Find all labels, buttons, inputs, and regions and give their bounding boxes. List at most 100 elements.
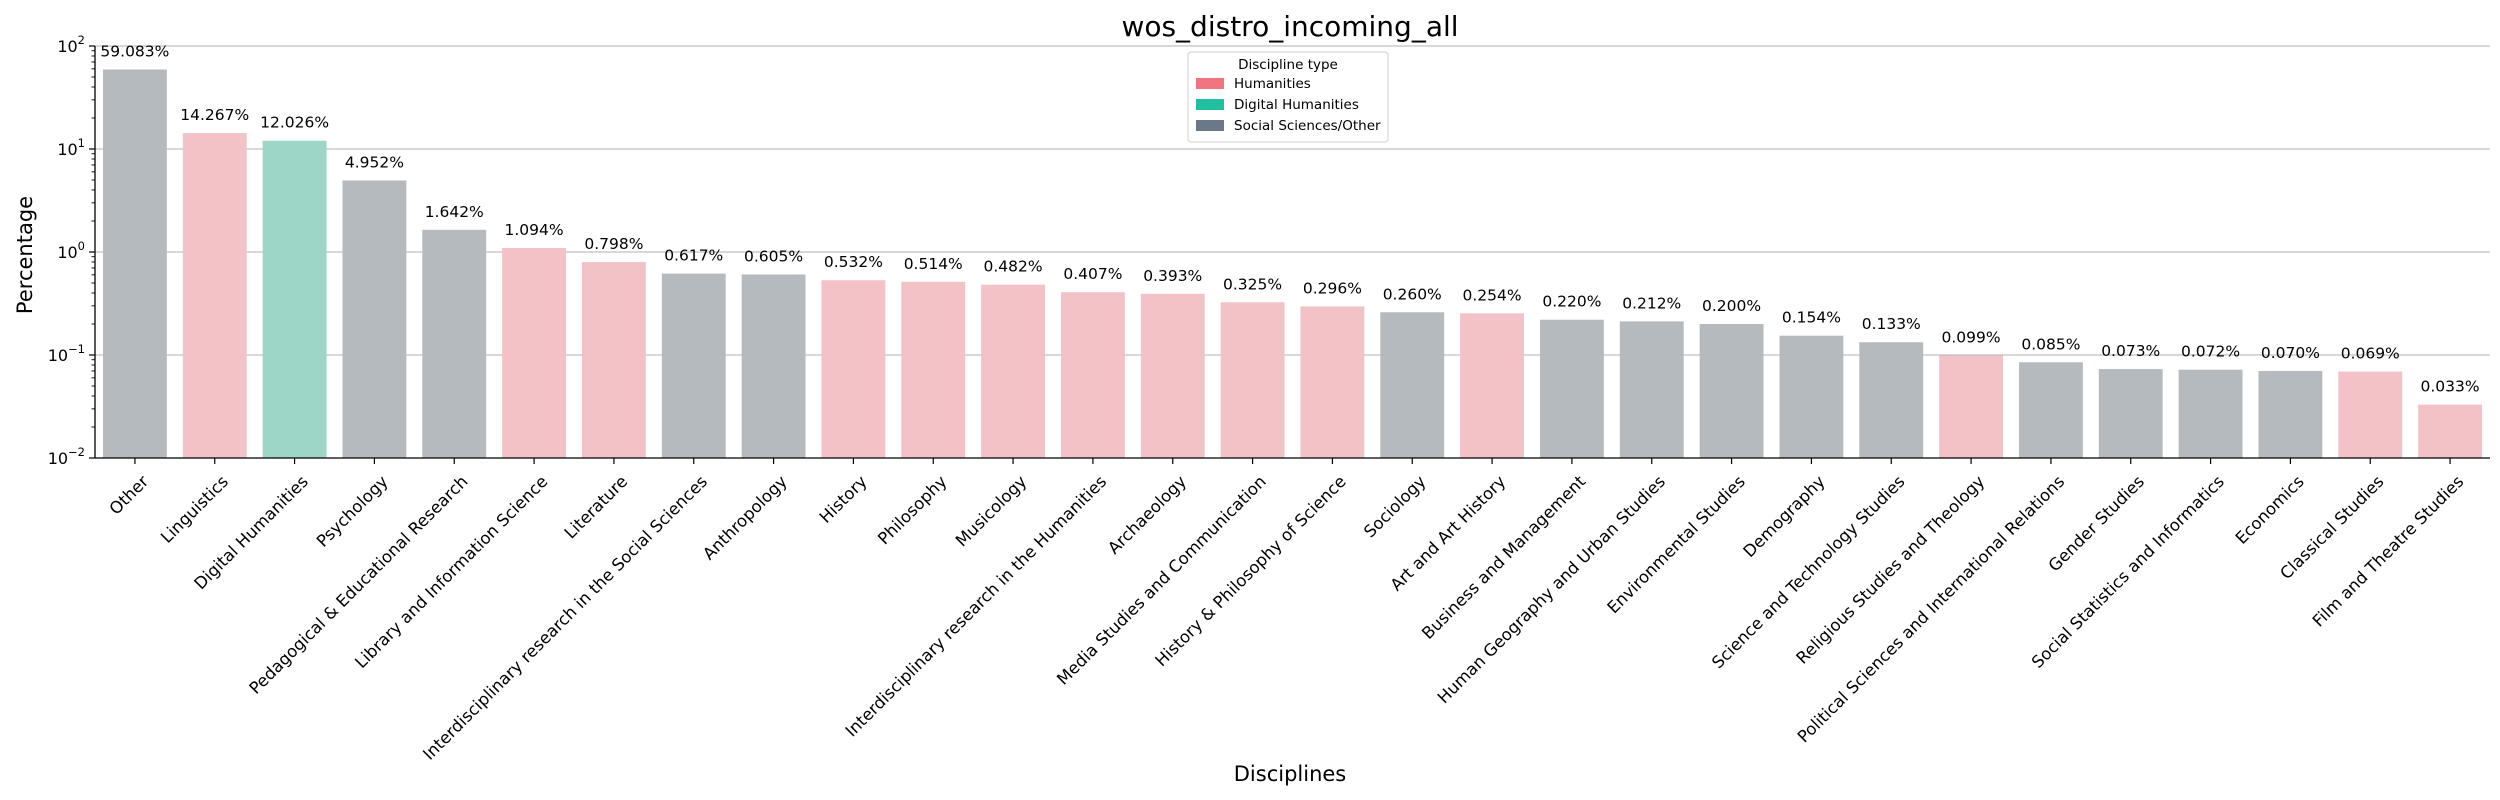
y-tick-label: 10−1	[48, 342, 85, 365]
bar	[1380, 312, 1445, 458]
axes	[89, 45, 2490, 464]
legend-swatch	[1196, 120, 1224, 131]
bar	[1939, 355, 2004, 458]
bar	[581, 262, 646, 458]
bar	[1220, 302, 1285, 458]
bar	[821, 280, 886, 458]
y-axis-title: Percentage	[13, 196, 37, 314]
data-label: 0.085%	[2021, 335, 2080, 353]
data-label: 12.026%	[260, 114, 329, 132]
data-label: 0.514%	[904, 255, 963, 273]
data-labels: 59.083% 14.267% 12.026% 4.952% 1.642% 1.094% 0…	[100, 43, 2479, 396]
bar	[1619, 321, 1684, 458]
legend-entries: Humanities Digital Humanities Social Scien…	[1196, 76, 1381, 134]
legend-swatch	[1196, 99, 1224, 110]
legend: Discipline type Humanities Digital Humani…	[1187, 51, 1389, 143]
data-label: 0.220%	[1542, 293, 1601, 311]
bar	[661, 273, 726, 458]
data-label: 0.482%	[984, 258, 1043, 276]
x-tick-label: Anthropology	[699, 472, 791, 564]
bar	[1060, 292, 1125, 458]
data-label: 0.073%	[2101, 342, 2160, 360]
data-label: 0.254%	[1463, 286, 1522, 304]
x-tick-label: Literature	[561, 472, 632, 543]
data-label: 0.069%	[2341, 345, 2400, 363]
y-tick-label: 10−2	[48, 445, 85, 468]
data-label: 59.083%	[100, 43, 169, 61]
bar	[422, 229, 487, 458]
y-tick-label: 102	[57, 33, 85, 56]
data-label: 0.070%	[2261, 344, 2320, 362]
bar	[262, 140, 327, 459]
data-label: 14.267%	[180, 106, 249, 124]
data-label: 0.798%	[584, 235, 643, 253]
legend-title: Discipline type	[1238, 57, 1338, 73]
data-label: 0.033%	[2421, 378, 2480, 396]
y-tick-label: 101	[57, 136, 85, 159]
legend-swatch	[1196, 78, 1224, 89]
data-label: 0.393%	[1143, 267, 1202, 285]
data-label: 0.605%	[744, 247, 803, 265]
bar	[102, 69, 167, 458]
data-label: 0.260%	[1383, 285, 1442, 303]
bar	[1539, 319, 1604, 458]
data-label: 0.407%	[1063, 265, 1122, 283]
bar	[1460, 313, 1525, 458]
data-label: 0.325%	[1223, 275, 1282, 293]
bars	[102, 69, 2483, 459]
bar	[2418, 404, 2483, 458]
data-label: 1.642%	[425, 203, 484, 221]
bar	[901, 281, 966, 458]
bar	[981, 284, 1046, 458]
x-tick-label: Philosophy	[874, 472, 951, 549]
legend-label: Digital Humanities	[1234, 97, 1359, 113]
x-tick-label: Economics	[2232, 472, 2308, 548]
data-label: 4.952%	[345, 153, 404, 171]
legend-label: Social Sciences/Other	[1234, 118, 1381, 134]
data-label: 0.532%	[824, 253, 883, 271]
chart-title: wos_distro_incoming_all	[1121, 10, 1458, 43]
bar	[2338, 371, 2403, 458]
bar	[1699, 323, 1764, 458]
data-label: 0.296%	[1303, 279, 1362, 297]
data-label: 0.154%	[1782, 309, 1841, 327]
bar	[1859, 342, 1924, 458]
bar	[2098, 369, 2163, 458]
x-tick-label: Linguistics	[157, 472, 232, 547]
x-tick-label: Psychology	[313, 472, 392, 551]
data-label: 1.094%	[505, 221, 564, 239]
bar	[1140, 293, 1205, 458]
bar	[2018, 362, 2083, 458]
x-tick-label: Interdisciplinary research in the Social…	[419, 472, 711, 764]
x-tick-label: Demography	[1740, 472, 1829, 561]
legend-frame	[1187, 51, 1389, 143]
bar	[502, 247, 567, 458]
y-tick-labels: 10−2 10−1 100 101 102	[48, 33, 85, 468]
bar	[1300, 306, 1365, 458]
x-tick-label: Environmental Studies	[1604, 472, 1749, 617]
data-label: 0.072%	[2181, 343, 2240, 361]
x-tick-label: Political Sciences and International Rel…	[1794, 472, 2068, 746]
x-tick-label: Other	[106, 472, 153, 519]
x-tick-label: Film and Theatre Studies	[2309, 472, 2468, 631]
bar	[342, 180, 407, 458]
x-tick-label: Business and Management	[1418, 472, 1589, 643]
data-label: 0.099%	[1942, 328, 2001, 346]
bar	[182, 133, 247, 458]
data-label: 0.200%	[1702, 297, 1761, 315]
bar	[741, 274, 806, 458]
y-tick-label: 100	[57, 239, 85, 262]
bar	[2178, 369, 2243, 458]
x-axis-title: Disciplines	[1234, 762, 1347, 786]
data-label: 0.133%	[1862, 315, 1921, 333]
data-label: 0.212%	[1622, 294, 1681, 312]
bar	[2258, 370, 2323, 458]
data-label: 0.617%	[664, 247, 723, 265]
x-tick-label: Musicology	[952, 472, 1031, 551]
x-tick-label: Sociology	[1360, 472, 1430, 542]
x-tick-label: Archaeology	[1104, 472, 1190, 558]
legend-label: Humanities	[1234, 76, 1311, 92]
